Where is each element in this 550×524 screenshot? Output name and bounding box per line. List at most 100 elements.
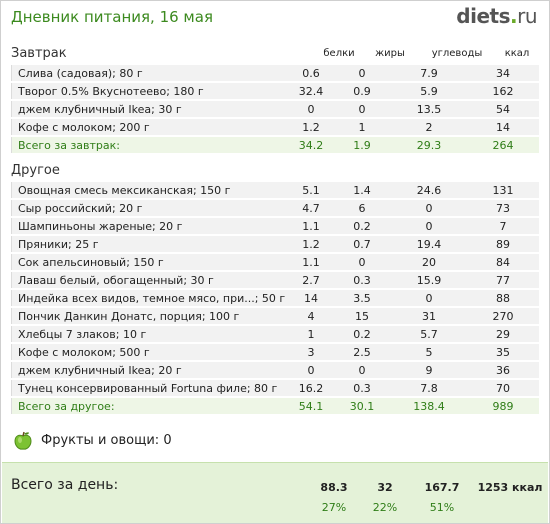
food-row[interactable]: Сыр российский; 20 г 4.7 6 0 73 [11,200,539,216]
food-kcal: 7 [467,218,539,234]
food-fat: 2.5 [333,344,391,360]
page-title: Дневник питания, 16 мая [11,8,213,26]
food-name: Лаваш белый, обогащенный; 30 г [11,272,289,288]
food-protein: 1.2 [289,119,333,135]
food-name: Шампиньоны жареные; 20 г [11,218,289,234]
food-protein: 1 [289,326,333,342]
food-kcal: 270 [467,308,539,324]
food-kcal: 29 [467,326,539,342]
section-total-label: Всего за завтрак: [11,137,289,153]
food-kcal: 131 [467,182,539,198]
col-protein: белки [323,48,355,59]
food-fat: 1 [333,119,391,135]
day-protein: 88.3 [320,481,348,494]
food-protein: 1.1 [289,254,333,270]
food-carbs: 15.9 [391,272,467,288]
food-protein: 0.6 [289,65,333,81]
food-name: джем клубничный Ikea; 30 г [11,101,289,117]
apple-icon [14,431,32,450]
food-fat: 6 [333,200,391,216]
food-name: Слива (садовая); 80 г [11,65,289,81]
food-protein: 4 [289,308,333,324]
food-carbs: 31 [391,308,467,324]
food-row[interactable]: Хлебцы 7 злаков; 10 г 1 0.2 5.7 29 [11,326,539,342]
food-name: Сыр российский; 20 г [11,200,289,216]
day-total-label: Всего за день: [11,477,119,493]
food-carbs: 13.5 [391,101,467,117]
food-protein: 3 [289,344,333,360]
food-name: Кофе с молоком; 500 г [11,344,289,360]
food-name: Кофе с молоком; 200 г [11,119,289,135]
food-fat: 0 [333,65,391,81]
food-name: джем клубничный Ikea; 20 г [11,362,289,378]
fruits-label: Фрукты и овощи: 0 [41,433,172,448]
food-row[interactable]: Кофе с молоком; 500 г 3 2.5 5 35 [11,344,539,360]
food-carbs: 9 [391,362,467,378]
food-row[interactable]: Пряники; 25 г 1.2 0.7 19.4 89 [11,236,539,252]
food-kcal: 77 [467,272,539,288]
food-name: Хлебцы 7 злаков; 10 г [11,326,289,342]
food-fat: 0 [333,101,391,117]
food-protein: 0 [289,362,333,378]
food-row[interactable]: Пончик Данкин Донатс, порция; 100 г 4 15 31… [11,308,539,324]
food-carbs: 2 [391,119,467,135]
food-name: Пряники; 25 г [11,236,289,252]
food-carbs: 5.7 [391,326,467,342]
food-carbs: 7.9 [391,65,467,81]
food-fat: 0.3 [333,380,391,396]
breakfast-table: Слива (садовая); 80 г 0.6 0 7.9 34 Творог 0.5… [11,63,539,155]
logo-dot: . [509,4,518,28]
food-protein: 1.1 [289,218,333,234]
breakfast-title: Завтрак [11,46,67,61]
food-row[interactable]: Слива (садовая); 80 г 0.6 0 7.9 34 [11,65,539,81]
food-row[interactable]: Овощная смесь мексиканская; 150 г 5.1 1.4 2… [11,182,539,198]
food-fat: 1.4 [333,182,391,198]
food-kcal: 88 [467,290,539,306]
breakfast-section: Завтрак белки жиры углеводы ккал Слива (… [11,45,539,155]
other-title: Другое [11,163,60,178]
food-row[interactable]: джем клубничный Ikea; 30 г 0 0 13.5 54 [11,101,539,117]
food-protein: 5.1 [289,182,333,198]
food-fat: 3.5 [333,290,391,306]
section-total-row: Всего за завтрак: 34.2 1.9 29.3 264 [11,137,539,153]
food-protein: 14 [289,290,333,306]
day-kcal: 1253 ккал [477,481,543,494]
food-protein: 2.7 [289,272,333,288]
food-fat: 0.2 [333,218,391,234]
food-kcal: 73 [467,200,539,216]
food-kcal: 34 [467,65,539,81]
food-carbs: 0 [391,218,467,234]
food-row[interactable]: Лаваш белый, обогащенный; 30 г 2.7 0.3 15.9… [11,272,539,288]
food-fat: 0.9 [333,83,391,99]
section-total-kcal: 264 [467,137,539,153]
col-kcal: ккал [504,48,530,59]
food-carbs: 19.4 [391,236,467,252]
section-total-fat: 1.9 [333,137,391,153]
food-row[interactable]: Шампиньоны жареные; 20 г 1.1 0.2 0 7 [11,218,539,234]
food-name: Творог 0.5% Вкуснотеево; 180 г [11,83,289,99]
day-carbs: 167.7 [424,481,460,494]
day-protein-pct: 27% [321,501,347,514]
food-name: Пончик Данкин Донатс, порция; 100 г [11,308,289,324]
section-total-carbs: 138.4 [391,398,467,414]
food-row[interactable]: Тунец консервированный Fortuna филе; 80 … [11,380,539,396]
food-row[interactable]: Творог 0.5% Вкуснотеево; 180 г 32.4 0.9 5.9… [11,83,539,99]
food-kcal: 36 [467,362,539,378]
food-protein: 16.2 [289,380,333,396]
food-kcal: 70 [467,380,539,396]
food-row[interactable]: Сок апельсиновый; 150 г 1.1 0 20 84 [11,254,539,270]
food-carbs: 7.8 [391,380,467,396]
col-fat: жиры [375,48,405,59]
food-kcal: 14 [467,119,539,135]
day-carbs-pct: 51% [429,501,455,514]
site-logo[interactable]: diets.ru [456,4,537,28]
logo-main: diets [456,4,510,28]
food-fat: 0.3 [333,272,391,288]
food-row[interactable]: джем клубничный Ikea; 20 г 0 0 9 36 [11,362,539,378]
food-kcal: 54 [467,101,539,117]
food-row[interactable]: Индейка всех видов, темное мясо, при...;… [11,290,539,306]
food-row[interactable]: Кофе с молоком; 200 г 1.2 1 2 14 [11,119,539,135]
day-fat: 32 [377,481,393,494]
section-total-protein: 54.1 [289,398,333,414]
